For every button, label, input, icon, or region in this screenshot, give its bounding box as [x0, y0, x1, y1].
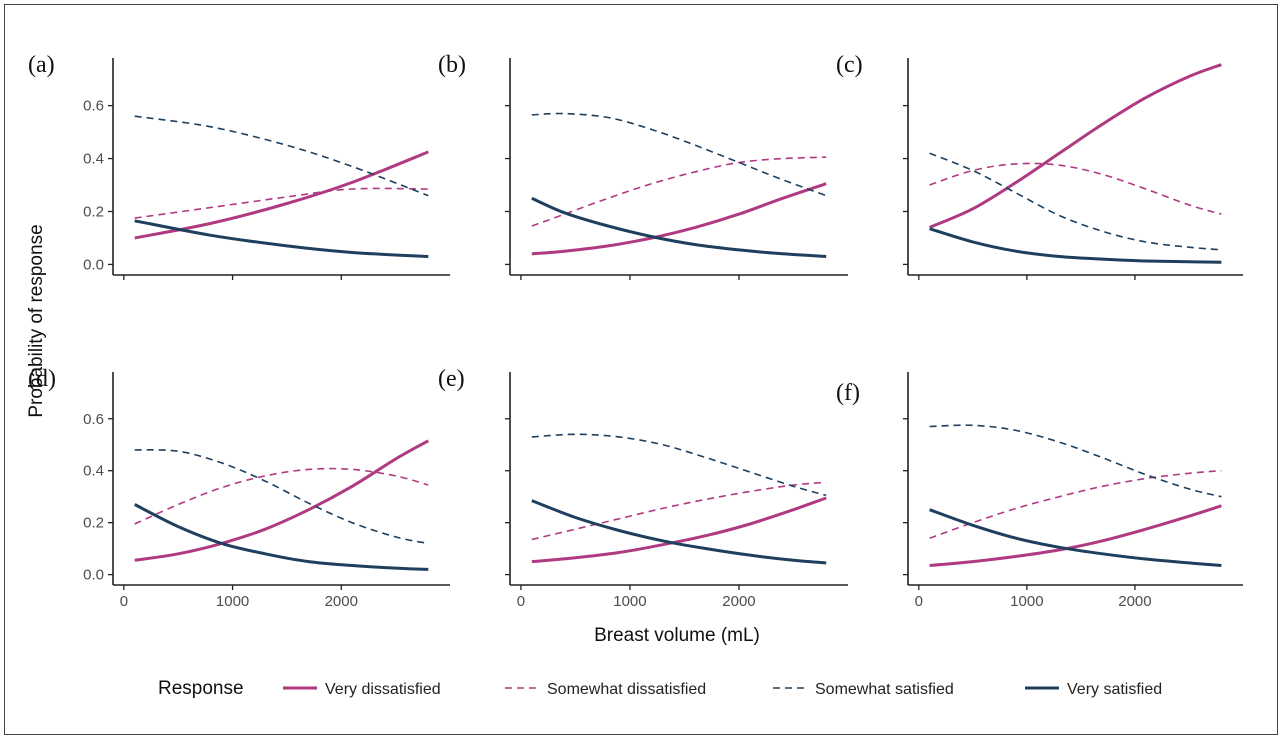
- legend-label: Very satisfied: [1067, 681, 1162, 698]
- series-somewhat-satisfied: [929, 152, 1222, 251]
- legend-label: Somewhat dissatisfied: [547, 681, 706, 698]
- figure-border: [4, 4, 1278, 735]
- y-tick-label: 0.4: [83, 463, 104, 480]
- x-tick-label: 2000: [722, 593, 755, 610]
- series-very-dissatisfied: [929, 504, 1222, 567]
- series-very-satisfied: [531, 499, 827, 565]
- x-tick-label: 2000: [325, 593, 358, 610]
- panel-label: (d): [28, 366, 56, 392]
- x-tick-label: 1000: [216, 593, 249, 610]
- series-very-satisfied: [134, 503, 429, 571]
- legend: Response Very dissatisfied Somewhat dissa…: [158, 678, 1162, 699]
- x-tick-label: 1000: [1010, 593, 1043, 610]
- panel-d: 0.0 0.2 0.4 0.6 0 1000 2000 (d): [28, 366, 450, 610]
- panel-c: (c): [836, 52, 1243, 280]
- series-very-dissatisfied: [531, 182, 827, 256]
- panel-label: (b): [438, 52, 466, 78]
- series-very-dissatisfied: [531, 496, 827, 564]
- series-somewhat-dissatisfied: [929, 162, 1222, 215]
- series-somewhat-dissatisfied: [134, 187, 429, 219]
- x-tick-label: 0: [915, 593, 923, 610]
- panel-label: (a): [28, 52, 55, 78]
- panel-label: (c): [836, 52, 863, 78]
- panel-e: 0 1000 2000 (e): [438, 366, 848, 610]
- legend-label: Very dissatisfied: [325, 681, 441, 698]
- series-very-satisfied: [134, 219, 429, 258]
- y-tick-label: 0.0: [83, 567, 104, 584]
- panel-b: (b): [438, 52, 848, 280]
- x-tick-label: 2000: [1118, 593, 1151, 610]
- series-somewhat-dissatisfied: [531, 481, 827, 541]
- y-axis-title: Probability of response: [26, 224, 47, 417]
- panels-group: 0.0 0.2 0.4 0.6 (a) (b) (c) 0.0 0.2 0.4 0.6 0 1000 20…: [28, 52, 1243, 610]
- series-very-dissatisfied: [134, 150, 429, 240]
- panel-label: (e): [438, 366, 465, 392]
- series-somewhat-satisfied: [929, 424, 1222, 498]
- panel-label: (f): [836, 380, 860, 406]
- series-very-satisfied: [929, 508, 1222, 567]
- series-very-satisfied: [929, 227, 1222, 264]
- y-tick-label: 0.0: [83, 256, 104, 273]
- series-somewhat-satisfied: [531, 112, 827, 197]
- y-tick-label: 0.6: [83, 411, 104, 428]
- y-tick-label: 0.2: [83, 515, 104, 532]
- y-tick-label: 0.2: [83, 203, 104, 220]
- x-tick-label: 0: [517, 593, 525, 610]
- series-somewhat-dissatisfied: [134, 467, 429, 525]
- panel-f: 0 1000 2000 (f): [836, 372, 1243, 610]
- legend-label: Somewhat satisfied: [815, 681, 954, 698]
- y-tick-label: 0.6: [83, 98, 104, 115]
- series-somewhat-satisfied: [134, 115, 429, 197]
- x-tick-label: 0: [120, 593, 128, 610]
- series-very-satisfied: [531, 196, 827, 258]
- series-somewhat-satisfied: [531, 433, 827, 497]
- panel-a: 0.0 0.2 0.4 0.6 (a): [28, 52, 450, 280]
- y-tick-label: 0.4: [83, 151, 104, 168]
- x-tick-label: 1000: [613, 593, 646, 610]
- legend-title: Response: [158, 678, 244, 699]
- x-axis-title: Breast volume (mL): [594, 625, 760, 646]
- series-very-dissatisfied: [929, 63, 1222, 229]
- series-very-dissatisfied: [134, 439, 430, 562]
- series-somewhat-dissatisfied: [929, 469, 1222, 539]
- series-somewhat-satisfied: [134, 449, 429, 545]
